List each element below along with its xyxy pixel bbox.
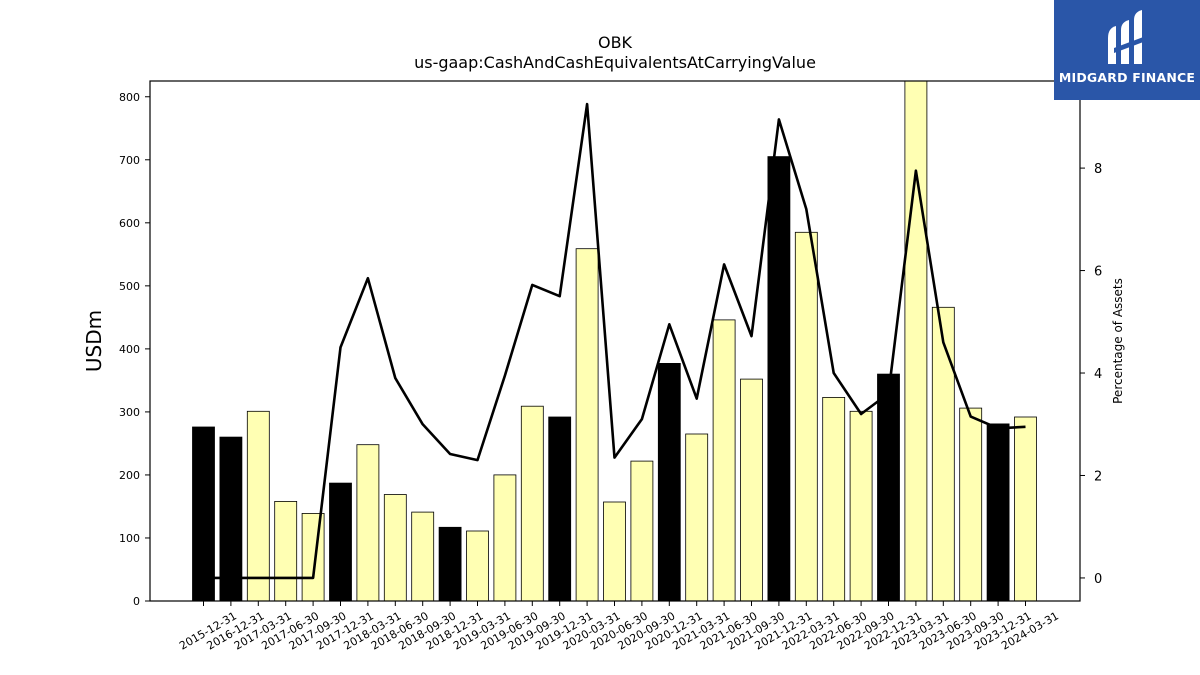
bar-2017-06-30 — [274, 500, 298, 601]
percentage-line — [203, 102, 1026, 580]
y2-tick-label: 4 — [1094, 367, 1102, 382]
bar-2021-09-30 — [740, 378, 763, 601]
bar-2023-03-31 — [904, 81, 928, 601]
bar-2020-03-31 — [575, 248, 599, 601]
bar-2020-06-30 — [603, 501, 626, 601]
bar-2024-03-31 — [1014, 416, 1037, 601]
bar-2021-06-30 — [712, 319, 736, 601]
y-tick-label: 300 — [119, 406, 140, 419]
bar-2018-06-30 — [383, 494, 407, 601]
y-tick-label: 400 — [119, 343, 140, 356]
y-tick-label: 800 — [119, 91, 140, 104]
bar-2020-12-31 — [657, 362, 681, 601]
bar-2017-03-31 — [246, 410, 270, 601]
bar-2021-03-31 — [685, 433, 709, 601]
y-tick-label: 500 — [119, 280, 140, 293]
bar-2020-09-30 — [630, 460, 654, 601]
y-tick-label: 0 — [133, 595, 140, 608]
bar-2017-12-31 — [329, 482, 352, 601]
bar-2021-12-31 — [767, 156, 791, 601]
midgard-finance-logo: MIDGARD FINANCE — [1054, 0, 1200, 100]
y2-tick-label: 2 — [1094, 469, 1102, 484]
chart-subtitle: us-gaap:CashAndCashEquivalentsAtCarrying… — [414, 53, 816, 72]
y2-tick-label: 6 — [1094, 265, 1102, 280]
bar-2023-09-30 — [959, 407, 983, 601]
bar-2023-06-30 — [931, 306, 955, 601]
y-axis-label: USDm — [82, 310, 106, 372]
y2-axis-label: Percentage of Assets — [1111, 278, 1125, 404]
chart-title: OBK — [598, 33, 633, 52]
bar-2022-12-31 — [877, 373, 900, 601]
bar-2022-06-30 — [822, 396, 846, 601]
bar-2019-09-30 — [520, 405, 544, 601]
bar-2016-12-31 — [219, 436, 243, 601]
y-tick-label: 700 — [119, 154, 140, 167]
y-tick-label: 100 — [119, 532, 140, 545]
y2-tick-label: 8 — [1094, 162, 1102, 177]
bar-2017-09-30 — [301, 513, 325, 601]
bar-2019-12-31 — [548, 416, 572, 601]
bar-2018-03-31 — [356, 444, 380, 601]
logo-text: MIDGARD FINANCE — [1058, 70, 1196, 85]
y-tick-label: 200 — [119, 469, 140, 482]
line-layer — [203, 102, 1026, 580]
logo-mark-icon — [1108, 10, 1146, 64]
bar-2018-12-31 — [438, 526, 462, 601]
y-tick-label: 600 — [119, 217, 140, 230]
bar-2022-03-31 — [794, 231, 818, 601]
bar-2015-12-31 — [192, 426, 215, 601]
bar-2022-09-30 — [849, 410, 873, 601]
y2-tick-label: 0 — [1094, 572, 1102, 587]
bar-2023-12-31 — [986, 423, 1010, 601]
bar-2019-03-31 — [466, 530, 489, 601]
bar-2019-06-30 — [493, 474, 517, 601]
bar-2018-09-30 — [411, 511, 435, 601]
